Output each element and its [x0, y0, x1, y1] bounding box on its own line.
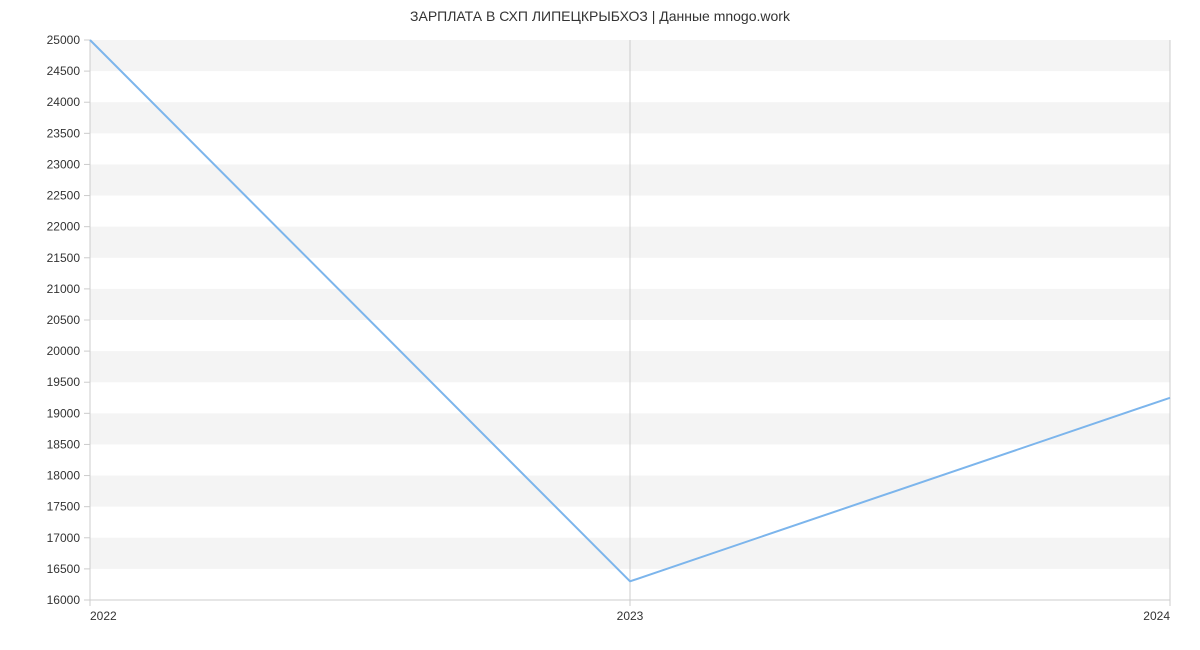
y-tick-label: 18000 [47, 469, 81, 483]
y-tick-label: 20000 [47, 344, 81, 358]
x-tick-label: 2023 [617, 609, 644, 623]
x-tick-label: 2024 [1143, 609, 1170, 623]
y-tick-label: 18500 [47, 437, 81, 451]
y-tick-label: 16500 [47, 562, 81, 576]
y-tick-label: 23000 [47, 157, 81, 171]
y-tick-label: 21000 [47, 282, 81, 296]
y-tick-label: 22500 [47, 189, 81, 203]
y-tick-label: 22000 [47, 220, 81, 234]
y-tick-label: 24500 [47, 64, 81, 78]
y-tick-label: 25000 [47, 33, 81, 47]
x-tick-label: 2022 [90, 609, 117, 623]
y-tick-label: 17500 [47, 500, 81, 514]
y-tick-label: 20500 [47, 313, 81, 327]
y-tick-label: 17000 [47, 531, 81, 545]
salary-chart: ЗАРПЛАТА В СХП ЛИПЕЦКРЫБХОЗ | Данные mno… [0, 0, 1200, 650]
y-tick-label: 19000 [47, 406, 81, 420]
y-tick-label: 19500 [47, 375, 81, 389]
y-tick-label: 24000 [47, 95, 81, 109]
chart-svg: 16000 16500 17000 17500 18000 18500 19000 19500… [0, 0, 1200, 650]
y-tick-label: 21500 [47, 251, 81, 265]
y-tick-label: 23500 [47, 126, 81, 140]
chart-title: ЗАРПЛАТА В СХП ЛИПЕЦКРЫБХОЗ | Данные mno… [0, 8, 1200, 24]
y-tick-label: 16000 [47, 593, 81, 607]
